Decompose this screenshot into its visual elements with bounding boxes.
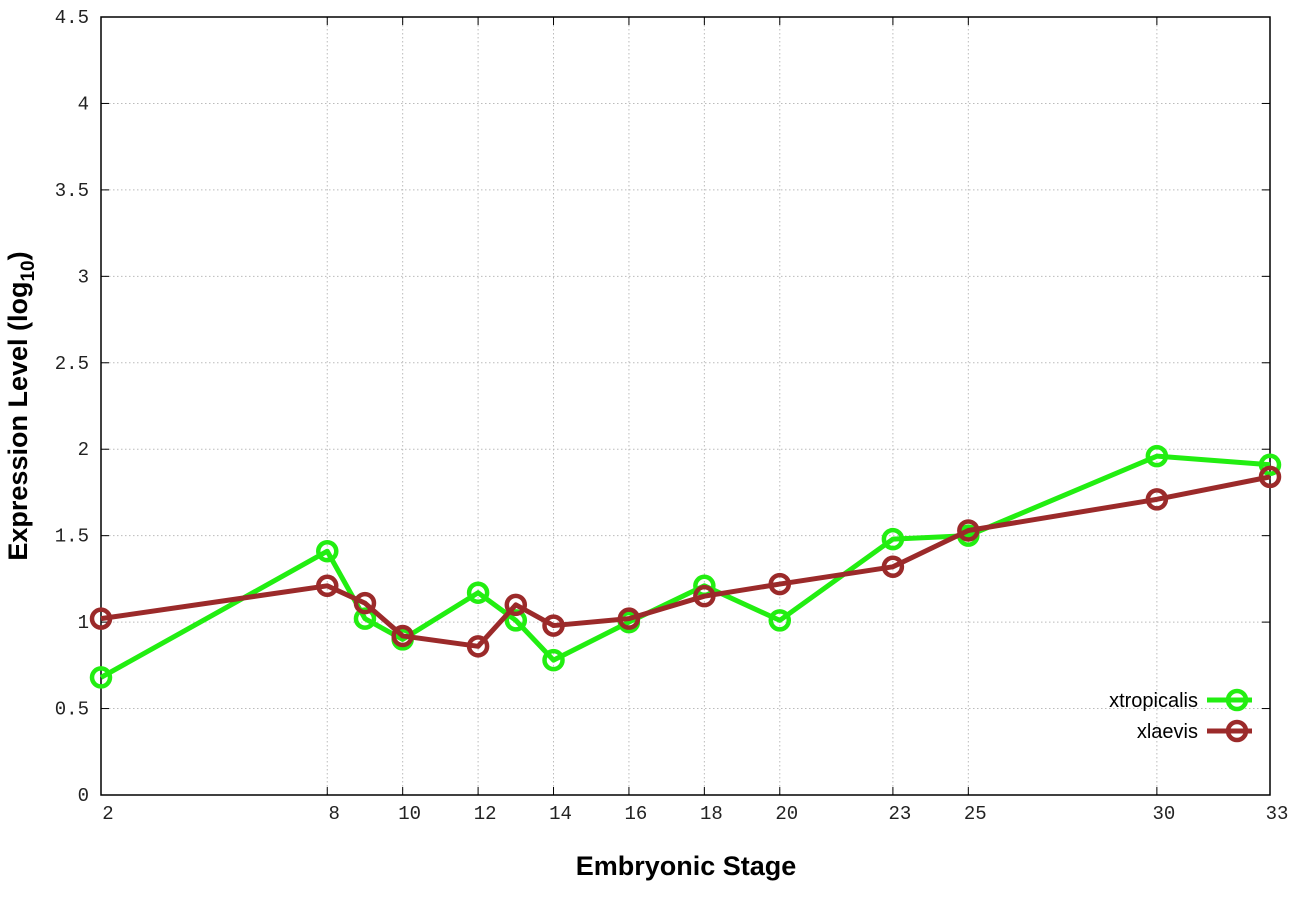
series-line-xtropicalis xyxy=(99,453,1271,680)
plot-border xyxy=(100,16,1271,796)
y-tick-label: 0 xyxy=(78,785,89,807)
x-tick-label: 30 xyxy=(1152,803,1175,825)
x-tick-label: 2 xyxy=(102,803,113,825)
x-tick-label: 10 xyxy=(398,803,421,825)
data-point-xtropicalis xyxy=(89,666,113,689)
legend-label-xlaevis: xlaevis xyxy=(1137,721,1198,743)
data-point-xlaevis xyxy=(466,635,490,658)
data-point-xtropicalis xyxy=(504,609,528,632)
y-tick-label: 2.5 xyxy=(55,353,89,375)
series-xtropicalis xyxy=(89,444,1282,689)
data-point-xtropicalis xyxy=(768,609,792,632)
data-point-xlaevis xyxy=(1145,488,1169,511)
series-group xyxy=(89,444,1282,689)
series-xlaevis xyxy=(89,465,1282,658)
data-point-xlaevis xyxy=(353,591,377,615)
legend-marker-xlaevis xyxy=(1225,719,1249,743)
data-point-xtropicalis xyxy=(353,607,377,630)
x-tick-label: 12 xyxy=(474,803,497,825)
y-tick-label: 1 xyxy=(78,612,89,634)
y-tick-label: 2 xyxy=(78,439,89,461)
data-point-xtropicalis xyxy=(542,648,565,672)
data-point-xlaevis xyxy=(768,572,792,596)
x-tick-label: 8 xyxy=(329,803,340,825)
series-line-xlaevis xyxy=(100,474,1271,649)
data-point-xlaevis xyxy=(693,584,716,608)
data-point-xlaevis xyxy=(881,555,905,579)
data-point-xtropicalis xyxy=(316,539,339,563)
x-tick-label: 33 xyxy=(1266,803,1289,825)
data-point-xtropicalis xyxy=(1258,453,1282,477)
legend-label-xtropicalis: xtropicalis xyxy=(1109,690,1198,712)
x-tick-label: 23 xyxy=(888,803,911,825)
x-tick-label: 14 xyxy=(549,803,572,825)
data-point-xlaevis xyxy=(957,519,980,542)
data-point-xlaevis xyxy=(617,607,641,630)
y-tick-label: 3 xyxy=(78,266,89,288)
data-point-xlaevis xyxy=(316,574,339,598)
ticks: 0 0.5 1 1.5 2 2.5 3 3.5 4 4.5 2 8 10 12 14 16 18 20 23 25 30… xyxy=(55,7,1289,825)
legend: xtropicalis xlaevis xyxy=(1109,688,1252,743)
data-point-xlaevis xyxy=(391,624,414,648)
y-tick-label: 0.5 xyxy=(55,699,89,721)
x-tick-label: 18 xyxy=(700,803,723,825)
legend-marker-xtropicalis xyxy=(1225,688,1249,712)
x-tick-label: 25 xyxy=(964,803,987,825)
x-tick-label: 16 xyxy=(625,803,648,825)
y-tick-label: 1.5 xyxy=(55,526,89,548)
y-tick-label: 3.5 xyxy=(55,180,89,202)
data-point-xtropicalis xyxy=(466,581,490,604)
data-point-xlaevis xyxy=(542,614,565,637)
x-axis-label: Embryonic Stage xyxy=(576,851,797,881)
data-point-xlaevis xyxy=(89,607,113,630)
x-tick-label: 20 xyxy=(775,803,798,825)
y-axis-label: Expression Level (log10) xyxy=(3,251,39,560)
y-tick-label: 4 xyxy=(78,93,89,115)
data-point-xtropicalis xyxy=(1145,444,1169,468)
y-tick-label: 4.5 xyxy=(55,7,89,29)
grid xyxy=(101,17,1270,795)
data-point-xlaevis xyxy=(504,593,528,617)
data-point-xtropicalis xyxy=(881,527,905,551)
data-point-xlaevis xyxy=(1258,465,1282,489)
